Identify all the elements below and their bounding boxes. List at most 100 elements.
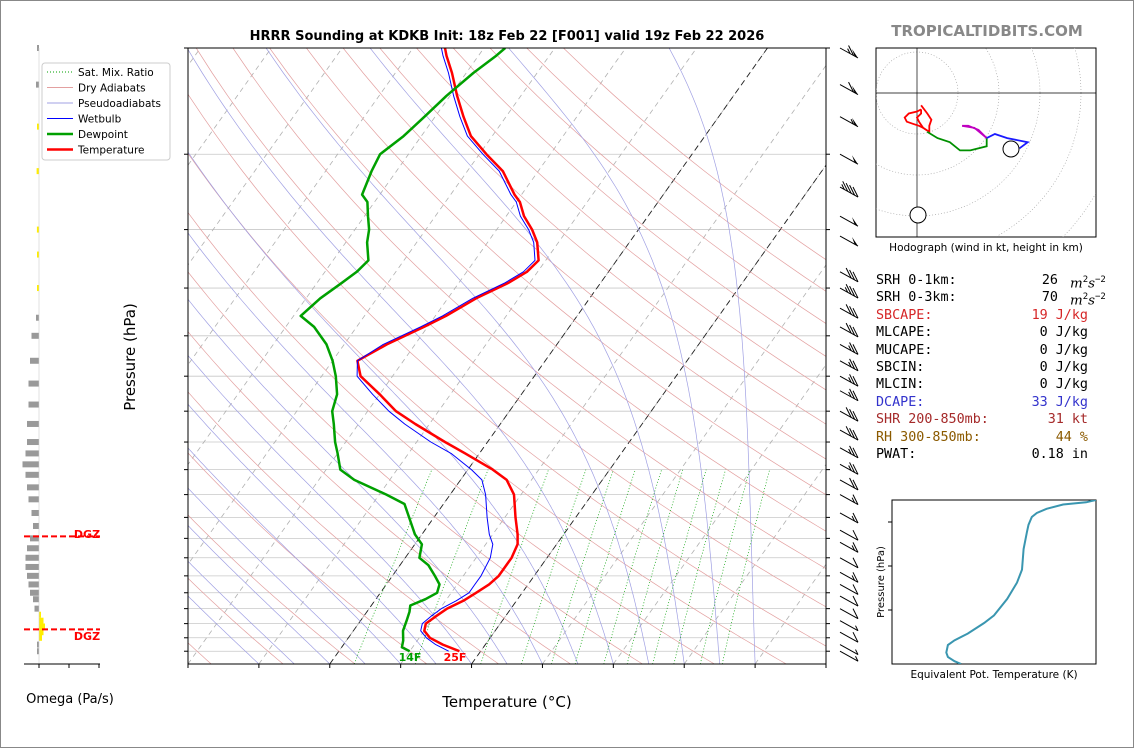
index-value: 33 J/kg — [1031, 394, 1088, 410]
wind-barb-staff — [839, 116, 859, 128]
wind-barb-flag — [849, 324, 856, 336]
wind-barb-half-flag — [850, 119, 854, 125]
legend-label: Wetbulb — [78, 114, 122, 126]
wind-barb-flag — [852, 584, 859, 595]
wind-barb-half-flag — [841, 184, 845, 190]
dry-adiabat — [188, 93, 826, 647]
site-watermark: TROPICALTIDBITS.COM — [891, 22, 1083, 40]
dgz-label-top: DGZ — [74, 528, 100, 541]
legend-label: Dewpoint — [78, 129, 128, 141]
wind-barb-staff — [839, 650, 859, 662]
wind-barb-staff — [839, 343, 859, 355]
wind-barb-flag — [852, 307, 859, 319]
theta-e-y-label: Pressure (hPa) — [876, 546, 887, 618]
pseudoadiabat — [188, 151, 579, 664]
wind-barb-half-flag — [848, 448, 852, 455]
wind-barb — [839, 81, 859, 96]
wind-barb-flag — [852, 410, 859, 422]
omega-bar — [36, 226, 39, 233]
wind-barb-flag — [849, 462, 856, 473]
index-label: SRH 0-1km: — [876, 273, 957, 288]
hodograph-segment — [903, 108, 924, 129]
wind-barb-flag — [852, 572, 859, 583]
omega-bar — [27, 545, 39, 552]
wind-barb-flag — [852, 595, 859, 607]
wind-barb-half-flag — [848, 465, 852, 471]
mixing-ratio-line — [521, 469, 587, 664]
wind-barb-flag — [852, 271, 859, 283]
index-value: 44 % — [1055, 429, 1088, 445]
omega-bar — [25, 563, 39, 570]
wind-barb-flag — [848, 45, 854, 56]
legend-label: Sat. Mix. Ratio — [78, 67, 154, 79]
wind-barb-staff — [839, 390, 859, 402]
wind-barb-flag — [852, 529, 859, 541]
omega-bar — [22, 461, 39, 468]
index-label: PWAT: — [876, 446, 917, 462]
wind-barb-half-flag — [851, 575, 856, 581]
index-value: 0 J/kg — [1039, 325, 1088, 341]
pseudoadiabat — [369, 48, 685, 664]
wind-barb-half-flag — [855, 655, 859, 662]
index-row: SHR 200-850mb: 31 kt — [876, 411, 1116, 428]
wind-barb — [839, 407, 859, 422]
pseudoadiabat — [188, 447, 401, 664]
wind-barb-flag — [852, 631, 859, 643]
omega-bar — [28, 380, 39, 387]
wind-barb-half-flag — [855, 625, 859, 631]
index-value: 19 J/kg — [1031, 307, 1088, 323]
wind-barb-flag — [845, 407, 852, 418]
surface-temperature-label: 25F — [444, 651, 467, 664]
pseudoadiabat — [188, 487, 366, 664]
mixing-ratio-line — [574, 469, 636, 664]
omega-bar — [37, 641, 39, 648]
index-label: DCAPE: — [876, 394, 925, 410]
omega-bar — [30, 357, 39, 364]
wind-barb-half-flag — [851, 497, 856, 503]
index-row: PWAT: 0.18 in — [876, 446, 1116, 463]
wind-barb-flag — [842, 181, 849, 192]
dry-adiabat — [188, 211, 715, 664]
wind-barb-flag — [852, 390, 859, 401]
omega-bar — [28, 496, 39, 503]
omega-bar — [36, 81, 39, 88]
wind-barb-flag — [852, 287, 859, 299]
pseudoadiabat — [668, 48, 756, 664]
dry-adiabat — [269, 48, 826, 532]
wind-barb — [839, 342, 859, 355]
wind-barb-staff — [839, 375, 859, 387]
dry-adiabat — [188, 331, 571, 664]
wind-barb-staff — [839, 235, 859, 247]
wind-barb-pennant — [852, 217, 858, 227]
wind-barb — [839, 608, 859, 620]
wind-barb-staff — [839, 410, 859, 422]
minus20-isotherm — [329, 48, 768, 664]
wind-barb-staff — [839, 287, 859, 299]
wind-barb-flag — [849, 184, 856, 196]
wind-barb-half-flag — [851, 545, 856, 551]
skewt-profiles — [299, 48, 540, 653]
dry-adiabat — [342, 48, 826, 460]
wind-barb — [839, 215, 859, 227]
omega-bar — [25, 450, 39, 457]
omega-bar — [33, 522, 39, 529]
wind-barb — [839, 650, 859, 662]
index-label: SBCAPE: — [876, 307, 933, 323]
wind-barb-staff — [839, 186, 859, 198]
index-row: MLCIN: 0 J/kg — [876, 376, 1116, 393]
omega-bar — [30, 535, 39, 542]
theta-e-panel — [888, 499, 1097, 665]
wind-barb-staff — [839, 529, 859, 541]
wind-barb-flag — [852, 464, 859, 475]
wind-barb — [839, 529, 859, 541]
wind-barb-pennant — [852, 155, 858, 165]
omega-bar — [39, 634, 42, 641]
index-label: MLCIN: — [876, 377, 925, 393]
wind-barb-pennant — [852, 237, 858, 247]
wind-barb-flag — [848, 81, 854, 93]
wind-barb-flag — [849, 388, 856, 400]
omega-bar — [33, 596, 39, 603]
wind-barb-flag — [845, 182, 852, 194]
theta-e-x-label: Equivalent Pot. Temperature (K) — [910, 669, 1077, 681]
dry-adiabat — [379, 48, 826, 425]
